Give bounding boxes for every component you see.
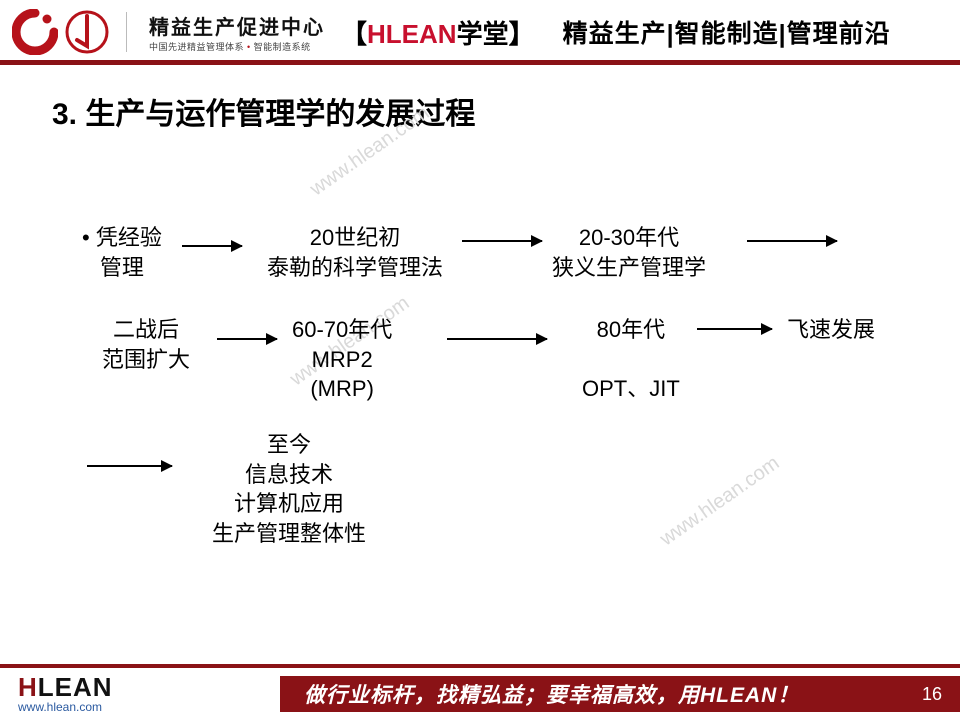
- flow-node-n2: 20世纪初泰勒的科学管理法: [267, 223, 443, 282]
- flow-arrow-3: [217, 338, 277, 340]
- flow-node-n4: 二战后范围扩大: [102, 315, 190, 374]
- page-number: 16: [922, 684, 942, 705]
- org-title: 精益生产促进中心: [149, 11, 325, 40]
- flow-node-n5: 60-70年代MRP2(MRP): [292, 315, 392, 404]
- footer-bar: 做行业标杆，找精弘益；要幸福高效，用HLEAN！ 16: [280, 676, 960, 712]
- brand-center: 【HLEAN学堂】: [341, 14, 535, 51]
- flow-node-n3: 20-30年代狭义生产管理学: [552, 223, 706, 282]
- logo-circle-icon: [64, 9, 110, 55]
- slide-footer: HLEAN www.hlean.com 做行业标杆，找精弘益；要幸福高效，用HL…: [0, 668, 960, 720]
- flow-node-n7: 飞速发展: [787, 315, 875, 345]
- logo-c-icon: [12, 9, 58, 55]
- flow-arrow-4: [447, 338, 547, 340]
- org-subtitle: 中国先进精益管理体系 • 智能制造系统: [149, 40, 325, 53]
- flow-diagram: • 凭经验管理 20世纪初泰勒的科学管理法 20-30年代狭义生产管理学二战后范围扩…: [52, 175, 908, 545]
- footer-slogan: 做行业标杆，找精弘益；要幸福高效，用HLEAN！: [304, 679, 799, 709]
- slide-content: 3. 生产与运作管理学的发展过程 • 凭经验管理 20世纪初泰勒的科学管理法 20-…: [0, 65, 960, 545]
- section-title: 3. 生产与运作管理学的发展过程: [52, 89, 908, 133]
- brand-tagline: 精益生产|智能制造|管理前沿: [563, 14, 891, 50]
- footer-logo: HLEAN www.hlean.com: [18, 674, 113, 714]
- footer-hlean: HLEAN: [18, 674, 113, 701]
- slide-header: 精益生产促进中心 中国先进精益管理体系 • 智能制造系统 【HLEAN学堂】 精…: [0, 0, 960, 60]
- divider: [126, 12, 127, 52]
- flow-node-n1: • 凭经验管理: [82, 223, 162, 282]
- org-logo-block: 精益生产促进中心 中国先进精益管理体系 • 智能制造系统: [12, 9, 325, 55]
- flow-node-n6: 80年代 OPT、JIT: [582, 315, 680, 404]
- flow-arrow-5: [697, 328, 772, 330]
- flow-arrow-6: [87, 465, 172, 467]
- flow-node-n8: 至今信息技术计算机应用生产管理整体性: [212, 430, 366, 549]
- flow-arrow-2: [747, 240, 837, 242]
- flow-arrow-0: [182, 245, 242, 247]
- footer-url: www.hlean.com: [18, 701, 113, 714]
- org-text: 精益生产促进中心 中国先进精益管理体系 • 智能制造系统: [149, 11, 325, 53]
- flow-arrow-1: [462, 240, 542, 242]
